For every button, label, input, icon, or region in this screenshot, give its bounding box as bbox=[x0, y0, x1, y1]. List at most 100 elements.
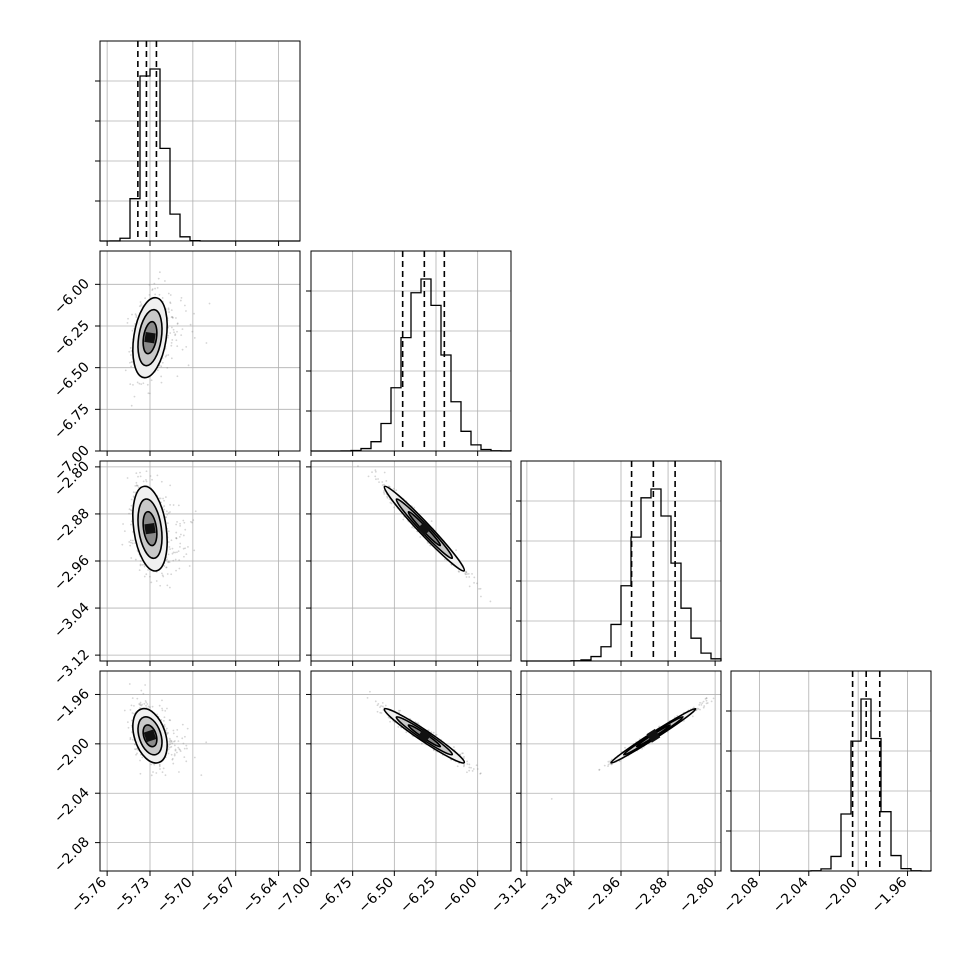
y-tick-label: −6.25 bbox=[51, 318, 93, 360]
sample-points bbox=[121, 470, 197, 589]
sample-point bbox=[181, 328, 184, 331]
sample-point bbox=[167, 560, 170, 563]
sample-point bbox=[179, 542, 182, 545]
sample-point bbox=[168, 744, 170, 746]
sample-point bbox=[473, 581, 475, 584]
sample-point bbox=[170, 326, 173, 329]
sample-point bbox=[165, 566, 168, 569]
sample-point bbox=[131, 360, 134, 363]
sample-point bbox=[167, 752, 170, 755]
sample-point bbox=[397, 709, 400, 712]
sample-point bbox=[167, 541, 170, 543]
sample-point bbox=[383, 483, 386, 486]
sample-point bbox=[149, 475, 152, 477]
sample-point bbox=[126, 721, 129, 724]
sample-point bbox=[178, 535, 181, 538]
sample-point bbox=[179, 750, 182, 753]
sample-point bbox=[129, 738, 132, 741]
sample-point bbox=[143, 575, 146, 578]
sample-point bbox=[705, 697, 708, 700]
sample-point bbox=[142, 692, 145, 695]
sample-point bbox=[148, 293, 151, 296]
sample-point bbox=[135, 484, 138, 487]
sample-point bbox=[181, 723, 184, 726]
sample-point bbox=[131, 738, 134, 741]
sample-point bbox=[374, 700, 377, 703]
sample-point bbox=[172, 504, 175, 506]
sample-point bbox=[129, 544, 132, 547]
sample-point bbox=[141, 563, 144, 566]
x-tick-label: −6.75 bbox=[314, 875, 356, 917]
sample-point bbox=[140, 689, 143, 692]
sample-point bbox=[185, 760, 188, 763]
x-tick-label: −2.08 bbox=[721, 875, 763, 917]
sample-point bbox=[164, 709, 167, 712]
sample-point bbox=[479, 772, 482, 775]
sample-point bbox=[139, 563, 142, 566]
sample-point bbox=[179, 748, 181, 751]
sample-point bbox=[456, 765, 459, 768]
sample-point bbox=[135, 753, 137, 756]
sample-point bbox=[471, 572, 473, 575]
sample-point bbox=[705, 699, 708, 702]
panel-border bbox=[520, 460, 722, 662]
panel-border bbox=[99, 460, 301, 662]
sample-point bbox=[147, 569, 149, 571]
sample-point bbox=[165, 566, 168, 569]
sample-point bbox=[164, 355, 167, 358]
sample-point bbox=[150, 763, 153, 766]
sample-point bbox=[379, 711, 382, 714]
y-tick-label: −1.96 bbox=[51, 686, 93, 728]
sample-point bbox=[159, 497, 162, 500]
sample-point bbox=[126, 477, 129, 479]
sample-point bbox=[160, 381, 163, 384]
sample-point bbox=[698, 703, 701, 706]
sample-point bbox=[155, 772, 158, 774]
sample-point bbox=[430, 520, 433, 523]
panel-border bbox=[99, 250, 301, 452]
sample-point bbox=[123, 530, 126, 533]
sample-point bbox=[136, 381, 139, 384]
y-tick-label: −2.08 bbox=[51, 834, 93, 876]
sample-point bbox=[381, 701, 384, 704]
sample-point bbox=[176, 520, 178, 523]
sample-point bbox=[607, 760, 610, 763]
sample-point bbox=[192, 519, 195, 521]
x-tick-label: −2.04 bbox=[770, 874, 812, 916]
sample-point bbox=[129, 383, 132, 386]
histogram-panel bbox=[306, 250, 512, 456]
sample-point bbox=[466, 763, 469, 765]
sample-point bbox=[167, 354, 170, 356]
sample-point bbox=[174, 334, 177, 337]
sample-point bbox=[455, 549, 457, 551]
sample-point bbox=[468, 769, 471, 772]
sample-point bbox=[179, 299, 182, 302]
sample-point bbox=[137, 486, 140, 489]
sample-point bbox=[130, 361, 133, 364]
sample-point bbox=[435, 733, 438, 736]
sample-point bbox=[208, 302, 211, 305]
scatter-panel bbox=[306, 670, 512, 876]
sample-point bbox=[185, 310, 187, 312]
sample-point bbox=[376, 710, 379, 713]
sample-point bbox=[176, 375, 179, 378]
sample-point bbox=[468, 576, 471, 578]
sample-point bbox=[172, 559, 175, 562]
sample-point bbox=[550, 797, 553, 800]
sample-point bbox=[479, 587, 482, 590]
sample-point bbox=[173, 754, 176, 757]
sample-point bbox=[133, 743, 136, 746]
sample-point bbox=[200, 774, 203, 777]
panel-background bbox=[311, 671, 511, 871]
sample-point bbox=[151, 705, 154, 708]
x-tick-label: −5.64 bbox=[240, 874, 282, 916]
sample-point bbox=[161, 771, 164, 774]
sample-point bbox=[177, 740, 180, 743]
sample-point bbox=[172, 729, 175, 732]
sample-point bbox=[610, 763, 613, 766]
sample-point bbox=[183, 304, 186, 307]
sample-point bbox=[174, 748, 177, 751]
sample-point bbox=[489, 600, 492, 603]
sample-point bbox=[149, 575, 151, 578]
sample-point bbox=[706, 702, 709, 704]
